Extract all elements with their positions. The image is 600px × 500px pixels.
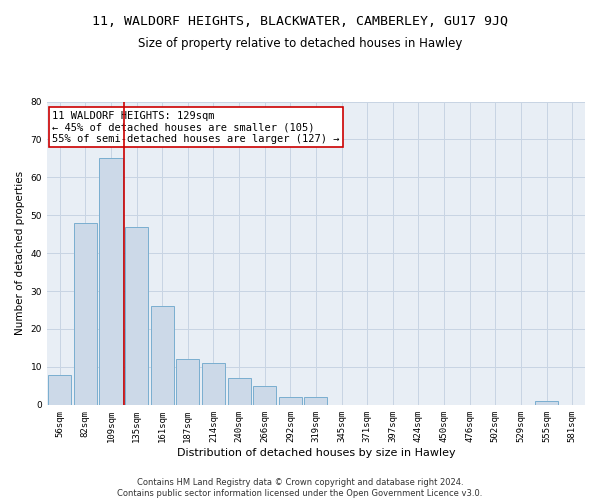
Bar	[125, 226, 148, 405]
Bar	[279, 397, 302, 405]
Text: 11, WALDORF HEIGHTS, BLACKWATER, CAMBERLEY, GU17 9JQ: 11, WALDORF HEIGHTS, BLACKWATER, CAMBERL…	[92, 15, 508, 28]
Bar	[304, 397, 328, 405]
Bar	[253, 386, 276, 405]
Text: 11 WALDORF HEIGHTS: 129sqm
← 45% of detached houses are smaller (105)
55% of sem: 11 WALDORF HEIGHTS: 129sqm ← 45% of deta…	[52, 110, 340, 144]
Bar	[202, 363, 225, 405]
Text: Contains HM Land Registry data © Crown copyright and database right 2024.
Contai: Contains HM Land Registry data © Crown c…	[118, 478, 482, 498]
Text: Size of property relative to detached houses in Hawley: Size of property relative to detached ho…	[138, 38, 462, 51]
Y-axis label: Number of detached properties: Number of detached properties	[15, 171, 25, 335]
Bar	[48, 374, 71, 405]
Bar	[100, 158, 122, 405]
Bar	[74, 223, 97, 405]
Bar	[227, 378, 251, 405]
X-axis label: Distribution of detached houses by size in Hawley: Distribution of detached houses by size …	[176, 448, 455, 458]
Bar	[176, 360, 199, 405]
Bar	[151, 306, 174, 405]
Bar	[535, 401, 558, 405]
